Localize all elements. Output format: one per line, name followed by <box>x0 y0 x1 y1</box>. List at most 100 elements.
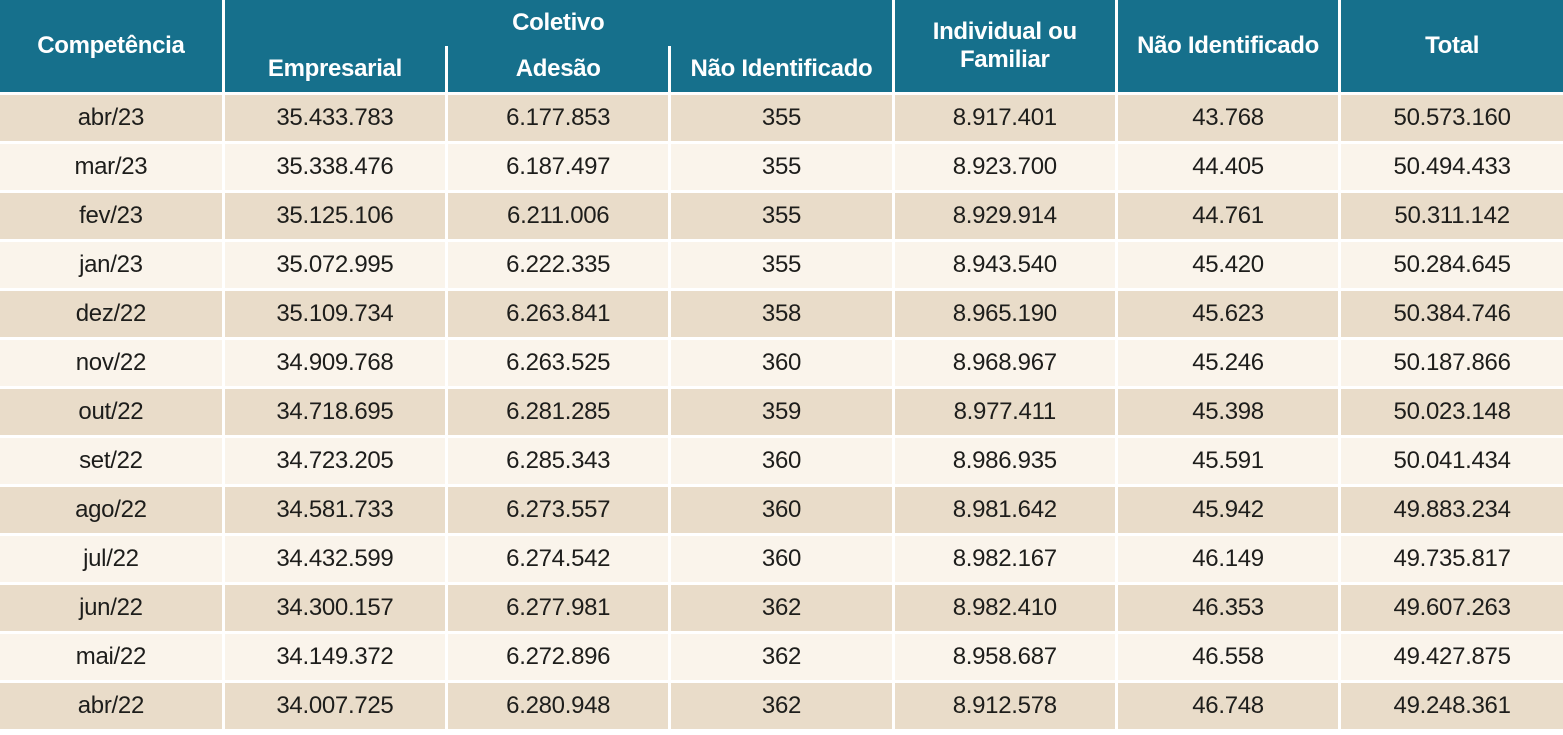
header-sub-row: Empresarial Adesão Não Identificado <box>0 46 1563 95</box>
header-individual-ou-familiar: Individual ou Familiar <box>893 0 1118 95</box>
cell-individual-ou-familiar: 8.917.401 <box>893 93 1118 144</box>
cell-individual-ou-familiar: 8.982.167 <box>893 534 1118 585</box>
cell-individual-ou-familiar: 8.912.578 <box>893 681 1118 732</box>
cell-empresarial: 35.125.106 <box>223 191 449 242</box>
header-empresarial: Empresarial <box>223 46 449 95</box>
cell-empresarial: 34.723.205 <box>223 436 449 487</box>
cell-nao-identificado: 45.420 <box>1116 240 1342 291</box>
cell-nao-identificado-coletivo: 359 <box>669 387 895 438</box>
cell-empresarial: 34.909.768 <box>223 338 449 389</box>
cell-empresarial: 34.432.599 <box>223 534 449 585</box>
cell-nao-identificado-coletivo: 360 <box>669 338 895 389</box>
cell-competencia: jun/22 <box>0 583 225 634</box>
cell-nao-identificado-coletivo: 362 <box>669 681 895 732</box>
cell-total: 50.384.746 <box>1339 289 1563 340</box>
cell-nao-identificado: 43.768 <box>1116 93 1342 144</box>
cell-nao-identificado: 45.398 <box>1116 387 1342 438</box>
cell-adesao: 6.187.497 <box>446 142 672 193</box>
cell-individual-ou-familiar: 8.923.700 <box>893 142 1118 193</box>
cell-adesao: 6.280.948 <box>446 681 672 732</box>
cell-total: 50.187.866 <box>1339 338 1563 389</box>
cell-nao-identificado: 45.942 <box>1116 485 1342 536</box>
cell-adesao: 6.177.853 <box>446 93 672 144</box>
cell-adesao: 6.211.006 <box>446 191 672 242</box>
cell-nao-identificado: 44.405 <box>1116 142 1342 193</box>
cell-total: 49.427.875 <box>1339 632 1563 683</box>
cell-empresarial: 35.433.783 <box>223 93 449 144</box>
cell-nao-identificado-coletivo: 360 <box>669 436 895 487</box>
cell-total: 50.023.148 <box>1339 387 1563 438</box>
cell-competencia: ago/22 <box>0 485 225 536</box>
cell-adesao: 6.222.335 <box>446 240 672 291</box>
cell-nao-identificado: 45.246 <box>1116 338 1342 389</box>
cell-adesao: 6.272.896 <box>446 632 672 683</box>
cell-competencia: abr/23 <box>0 93 225 144</box>
cell-competencia: mar/23 <box>0 142 225 193</box>
cell-nao-identificado-coletivo: 355 <box>669 142 895 193</box>
cell-empresarial: 34.007.725 <box>223 681 449 732</box>
cell-nao-identificado: 45.623 <box>1116 289 1342 340</box>
cell-individual-ou-familiar: 8.977.411 <box>893 387 1118 438</box>
table-body: abr/23 35.433.783 6.177.853 355 8.917.401 43.… <box>0 93 1563 732</box>
cell-adesao: 6.285.343 <box>446 436 672 487</box>
cell-adesao: 6.274.542 <box>446 534 672 585</box>
cell-competencia: jan/23 <box>0 240 225 291</box>
cell-empresarial: 34.149.372 <box>223 632 449 683</box>
cell-nao-identificado: 45.591 <box>1116 436 1342 487</box>
cell-total: 50.284.645 <box>1339 240 1563 291</box>
header-total: Total <box>1339 0 1563 95</box>
cell-individual-ou-familiar: 8.943.540 <box>893 240 1118 291</box>
cell-nao-identificado-coletivo: 355 <box>669 191 895 242</box>
cell-competencia: nov/22 <box>0 338 225 389</box>
header-competencia: Competência <box>0 0 225 95</box>
header-nao-identificado-coletivo: Não Identificado <box>669 46 895 95</box>
cell-individual-ou-familiar: 8.981.642 <box>893 485 1118 536</box>
cell-nao-identificado: 46.353 <box>1116 583 1342 634</box>
cell-total: 50.573.160 <box>1339 93 1563 144</box>
cell-empresarial: 34.718.695 <box>223 387 449 438</box>
cell-competencia: mai/22 <box>0 632 225 683</box>
cell-nao-identificado: 44.761 <box>1116 191 1342 242</box>
cell-competencia: out/22 <box>0 387 225 438</box>
table-row: mai/22 34.149.372 6.272.896 362 8.958.687 46.… <box>0 632 1563 683</box>
cell-adesao: 6.263.841 <box>446 289 672 340</box>
cell-competencia: abr/22 <box>0 681 225 732</box>
table-row: out/22 34.718.695 6.281.285 359 8.977.411 45.… <box>0 387 1563 438</box>
cell-individual-ou-familiar: 8.986.935 <box>893 436 1118 487</box>
table-row: dez/22 35.109.734 6.263.841 358 8.965.190 45.… <box>0 289 1563 340</box>
header-group-coletivo: Coletivo <box>223 0 895 46</box>
cell-empresarial: 35.338.476 <box>223 142 449 193</box>
table-row: jan/23 35.072.995 6.222.335 355 8.943.540 45.… <box>0 240 1563 291</box>
cell-total: 50.311.142 <box>1339 191 1563 242</box>
header-group-row: Competência Coletivo Individual ou Famil… <box>0 0 1563 95</box>
cell-adesao: 6.277.981 <box>446 583 672 634</box>
cell-total: 49.883.234 <box>1339 485 1563 536</box>
table-row: fev/23 35.125.106 6.211.006 355 8.929.914 44.… <box>0 191 1563 242</box>
cell-adesao: 6.263.525 <box>446 338 672 389</box>
table-row: jul/22 34.432.599 6.274.542 360 8.982.167 46.… <box>0 534 1563 585</box>
cell-nao-identificado-coletivo: 358 <box>669 289 895 340</box>
table-row: nov/22 34.909.768 6.263.525 360 8.968.967 45.… <box>0 338 1563 389</box>
table-row: abr/23 35.433.783 6.177.853 355 8.917.401 43.… <box>0 93 1563 144</box>
cell-total: 49.248.361 <box>1339 681 1563 732</box>
cell-empresarial: 35.072.995 <box>223 240 449 291</box>
cell-individual-ou-familiar: 8.958.687 <box>893 632 1118 683</box>
cell-competencia: dez/22 <box>0 289 225 340</box>
cell-nao-identificado-coletivo: 362 <box>669 583 895 634</box>
cell-nao-identificado-coletivo: 355 <box>669 93 895 144</box>
cell-total: 50.494.433 <box>1339 142 1563 193</box>
cell-adesao: 6.273.557 <box>446 485 672 536</box>
table-row: set/22 34.723.205 6.285.343 360 8.986.935 45.… <box>0 436 1563 487</box>
header-adesao: Adesão <box>446 46 672 95</box>
cell-individual-ou-familiar: 8.968.967 <box>893 338 1118 389</box>
cell-competencia: fev/23 <box>0 191 225 242</box>
cell-empresarial: 34.581.733 <box>223 485 449 536</box>
cell-nao-identificado: 46.748 <box>1116 681 1342 732</box>
cell-nao-identificado: 46.558 <box>1116 632 1342 683</box>
table-row: jun/22 34.300.157 6.277.981 362 8.982.410 46.… <box>0 583 1563 634</box>
cell-empresarial: 34.300.157 <box>223 583 449 634</box>
cell-total: 49.607.263 <box>1339 583 1563 634</box>
cell-competencia: set/22 <box>0 436 225 487</box>
